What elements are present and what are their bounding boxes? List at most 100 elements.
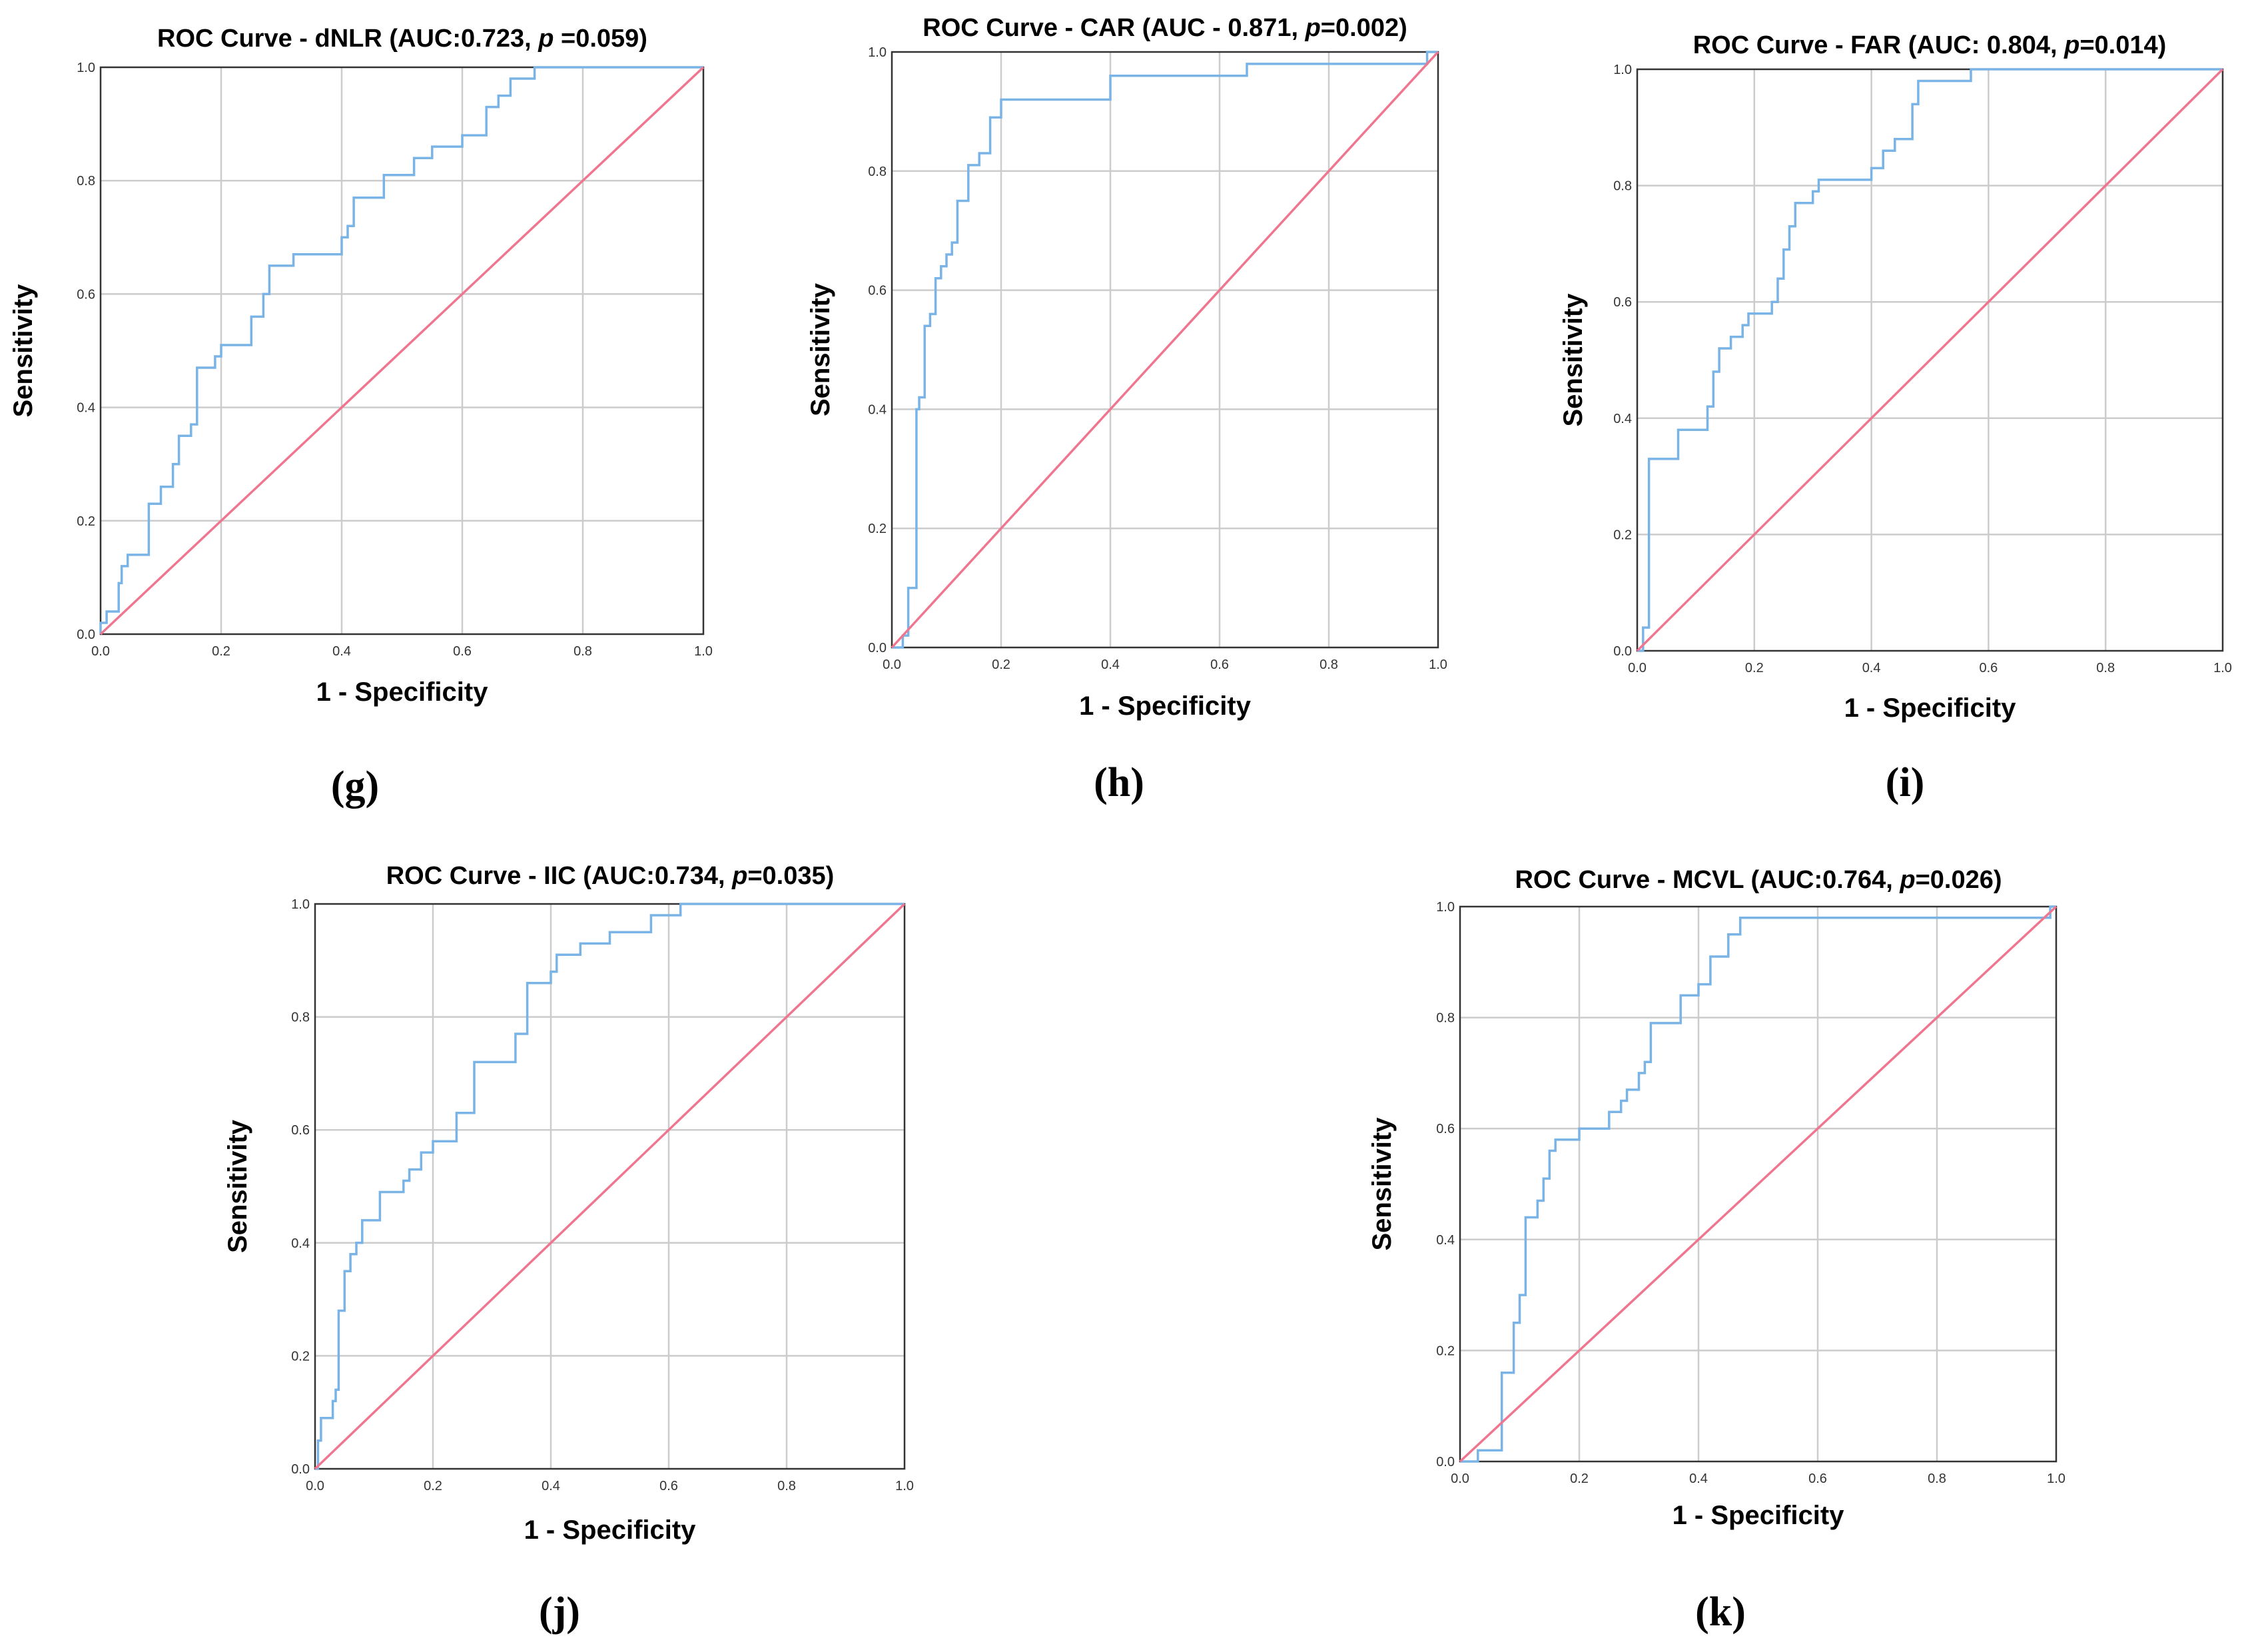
y-tick-label: 1.0 — [1613, 63, 1632, 77]
x-tick-label: 0.2 — [424, 1479, 442, 1493]
y-tick-label: 0.8 — [291, 1011, 310, 1025]
roc-curve-line — [99, 66, 703, 634]
y-tick-label: 0.6 — [291, 1123, 310, 1138]
y-tick-label: 0.2 — [291, 1349, 310, 1364]
roc-curve-line — [892, 51, 1438, 649]
chart-title-p-value: =0.035) — [747, 862, 834, 890]
x-tick-label: 0.4 — [332, 644, 351, 659]
roc-curve-line — [1637, 68, 2223, 652]
chart-title-p-value: =0.014) — [2079, 31, 2166, 59]
x-tick-label: 0.8 — [1319, 657, 1338, 672]
x-tick-label: 0.0 — [883, 657, 901, 672]
x-tick-label: 1.0 — [2213, 661, 2232, 675]
panel-label: (i) — [1886, 760, 1925, 805]
x-axis-label: 1 - Specificity — [316, 677, 489, 707]
y-tick-label: 0.2 — [868, 522, 887, 536]
y-tick-label: 0.6 — [1436, 1122, 1455, 1136]
x-tick-label: 0.0 — [306, 1479, 324, 1493]
roc-curve-line — [315, 903, 905, 1470]
chart-panel-4: 0.0 0.2 0.4 0.6 0.8 1.0 0.0 0.2 0.4 0.6 0.8 1.0 ROC … — [223, 862, 914, 1635]
x-tick-label: 0.8 — [2096, 661, 2115, 675]
y-tick-label: 0.4 — [868, 402, 887, 417]
x-tick-label: 0.6 — [1979, 661, 1998, 675]
x-axis-label: 1 - Specificity — [524, 1515, 697, 1545]
chart-title-p-symbol: p — [731, 862, 747, 890]
x-tick-label: 0.4 — [1689, 1471, 1708, 1486]
x-tick-label: 0.6 — [453, 644, 472, 659]
chart-title-text: ROC Curve - FAR (AUC: 0.804, — [1693, 31, 2064, 59]
x-tick-label: 0.4 — [542, 1479, 560, 1493]
panel-label: (h) — [1094, 760, 1144, 805]
x-tick-label: 0.6 — [1210, 657, 1229, 672]
y-tick-label: 0.2 — [77, 514, 95, 529]
y-tick-label: 0.0 — [1613, 644, 1632, 659]
x-tick-label: 0.2 — [992, 657, 1010, 672]
plot-frame — [1636, 68, 2224, 652]
chart-title-p-symbol: p — [2063, 31, 2079, 59]
y-axis-label: Sensitivity — [223, 1119, 252, 1253]
y-tick-label: 0.6 — [1613, 295, 1632, 310]
y-tick-label: 1.0 — [1436, 900, 1455, 915]
reference-line — [1459, 905, 2058, 1463]
y-tick-label: 0.8 — [1436, 1011, 1455, 1026]
plot-frame — [99, 66, 705, 635]
chart-title: ROC Curve - CAR (AUC - 0.871, p=0.002) — [923, 14, 1407, 42]
chart-panel-3: 0.0 0.2 0.4 0.6 0.8 1.0 0.0 0.2 0.4 0.6 0.8 1.0 ROC … — [1559, 31, 2232, 805]
y-tick-label: 0.2 — [1436, 1344, 1455, 1358]
y-tick-label: 0.8 — [1613, 179, 1632, 194]
y-axis-label: Sensitivity — [9, 284, 38, 418]
x-tick-label: 0.2 — [1745, 661, 1764, 675]
panel-label: (g) — [331, 763, 379, 809]
reference-line — [891, 51, 1439, 649]
x-tick-label: 0.2 — [212, 644, 230, 659]
x-tick-label: 1.0 — [1429, 657, 1447, 672]
y-tick-label: 0.6 — [77, 287, 95, 302]
y-tick-label: 1.0 — [77, 61, 95, 75]
x-tick-label: 1.0 — [2047, 1471, 2065, 1486]
roc-curve-line — [1460, 905, 2056, 1463]
x-tick-label: 0.8 — [573, 644, 592, 659]
y-tick-label: 0.8 — [868, 165, 887, 179]
chart-title: ROC Curve - IIC (AUC:0.734, p=0.035) — [386, 862, 835, 890]
reference-line — [314, 903, 906, 1470]
y-tick-label: 1.0 — [291, 897, 310, 912]
x-tick-label: 0.8 — [1928, 1471, 1946, 1486]
chart-title-text: ROC Curve - IIC (AUC:0.734, — [386, 862, 732, 890]
y-tick-label: 0.4 — [1613, 412, 1632, 426]
y-tick-label: 0.0 — [291, 1462, 310, 1477]
reference-line — [99, 66, 705, 635]
chart-title-p-value: =0.002) — [1321, 14, 1407, 42]
y-tick-label: 0.6 — [868, 284, 887, 298]
chart-title-text: ROC Curve - CAR (AUC - 0.871, — [923, 14, 1305, 42]
chart-title-p-value: =0.059) — [554, 25, 647, 53]
y-axis-label: Sensitivity — [1559, 293, 1588, 427]
y-axis-label: Sensitivity — [806, 282, 835, 416]
chart-title-p-value: =0.026) — [1916, 866, 2002, 894]
chart-title: ROC Curve - MCVL (AUC:0.764, p=0.026) — [1515, 866, 2002, 894]
chart-panel-1: 0.0 0.2 0.4 0.6 0.8 1.0 0.0 0.2 0.4 0.6 0.8 1.0 ROC … — [9, 25, 713, 809]
chart-title-p-symbol: p — [1305, 14, 1321, 42]
y-tick-label: 0.8 — [77, 174, 95, 189]
x-tick-label: 0.0 — [1451, 1471, 1469, 1486]
x-tick-label: 0.0 — [1628, 661, 1647, 675]
x-axis-label: 1 - Specificity — [1844, 693, 2017, 723]
y-axis-label: Sensitivity — [1367, 1117, 1397, 1251]
plot-frame — [314, 903, 906, 1470]
x-tick-label: 0.4 — [1101, 657, 1120, 672]
chart-title-text: ROC Curve - MCVL (AUC:0.764, — [1515, 866, 1900, 894]
x-axis-label: 1 - Specificity — [1079, 691, 1252, 721]
chart-title: ROC Curve - FAR (AUC: 0.804, p=0.014) — [1693, 31, 2167, 59]
chart-title-p-symbol: p — [538, 25, 554, 53]
y-tick-label: 1.0 — [868, 45, 887, 60]
y-tick-label: 0.0 — [868, 641, 887, 655]
x-tick-label: 0.8 — [777, 1479, 796, 1493]
y-tick-label: 0.4 — [77, 401, 95, 416]
x-tick-label: 0.6 — [1808, 1471, 1827, 1486]
plot-frame — [891, 51, 1439, 649]
chart-title-p-symbol: p — [1899, 866, 1915, 894]
reference-line — [1636, 68, 2224, 652]
y-tick-label: 0.2 — [1613, 528, 1632, 542]
chart-panel-2: 0.0 0.2 0.4 0.6 0.8 1.0 0.0 0.2 0.4 0.6 0.8 1.0 ROC … — [806, 14, 1447, 805]
